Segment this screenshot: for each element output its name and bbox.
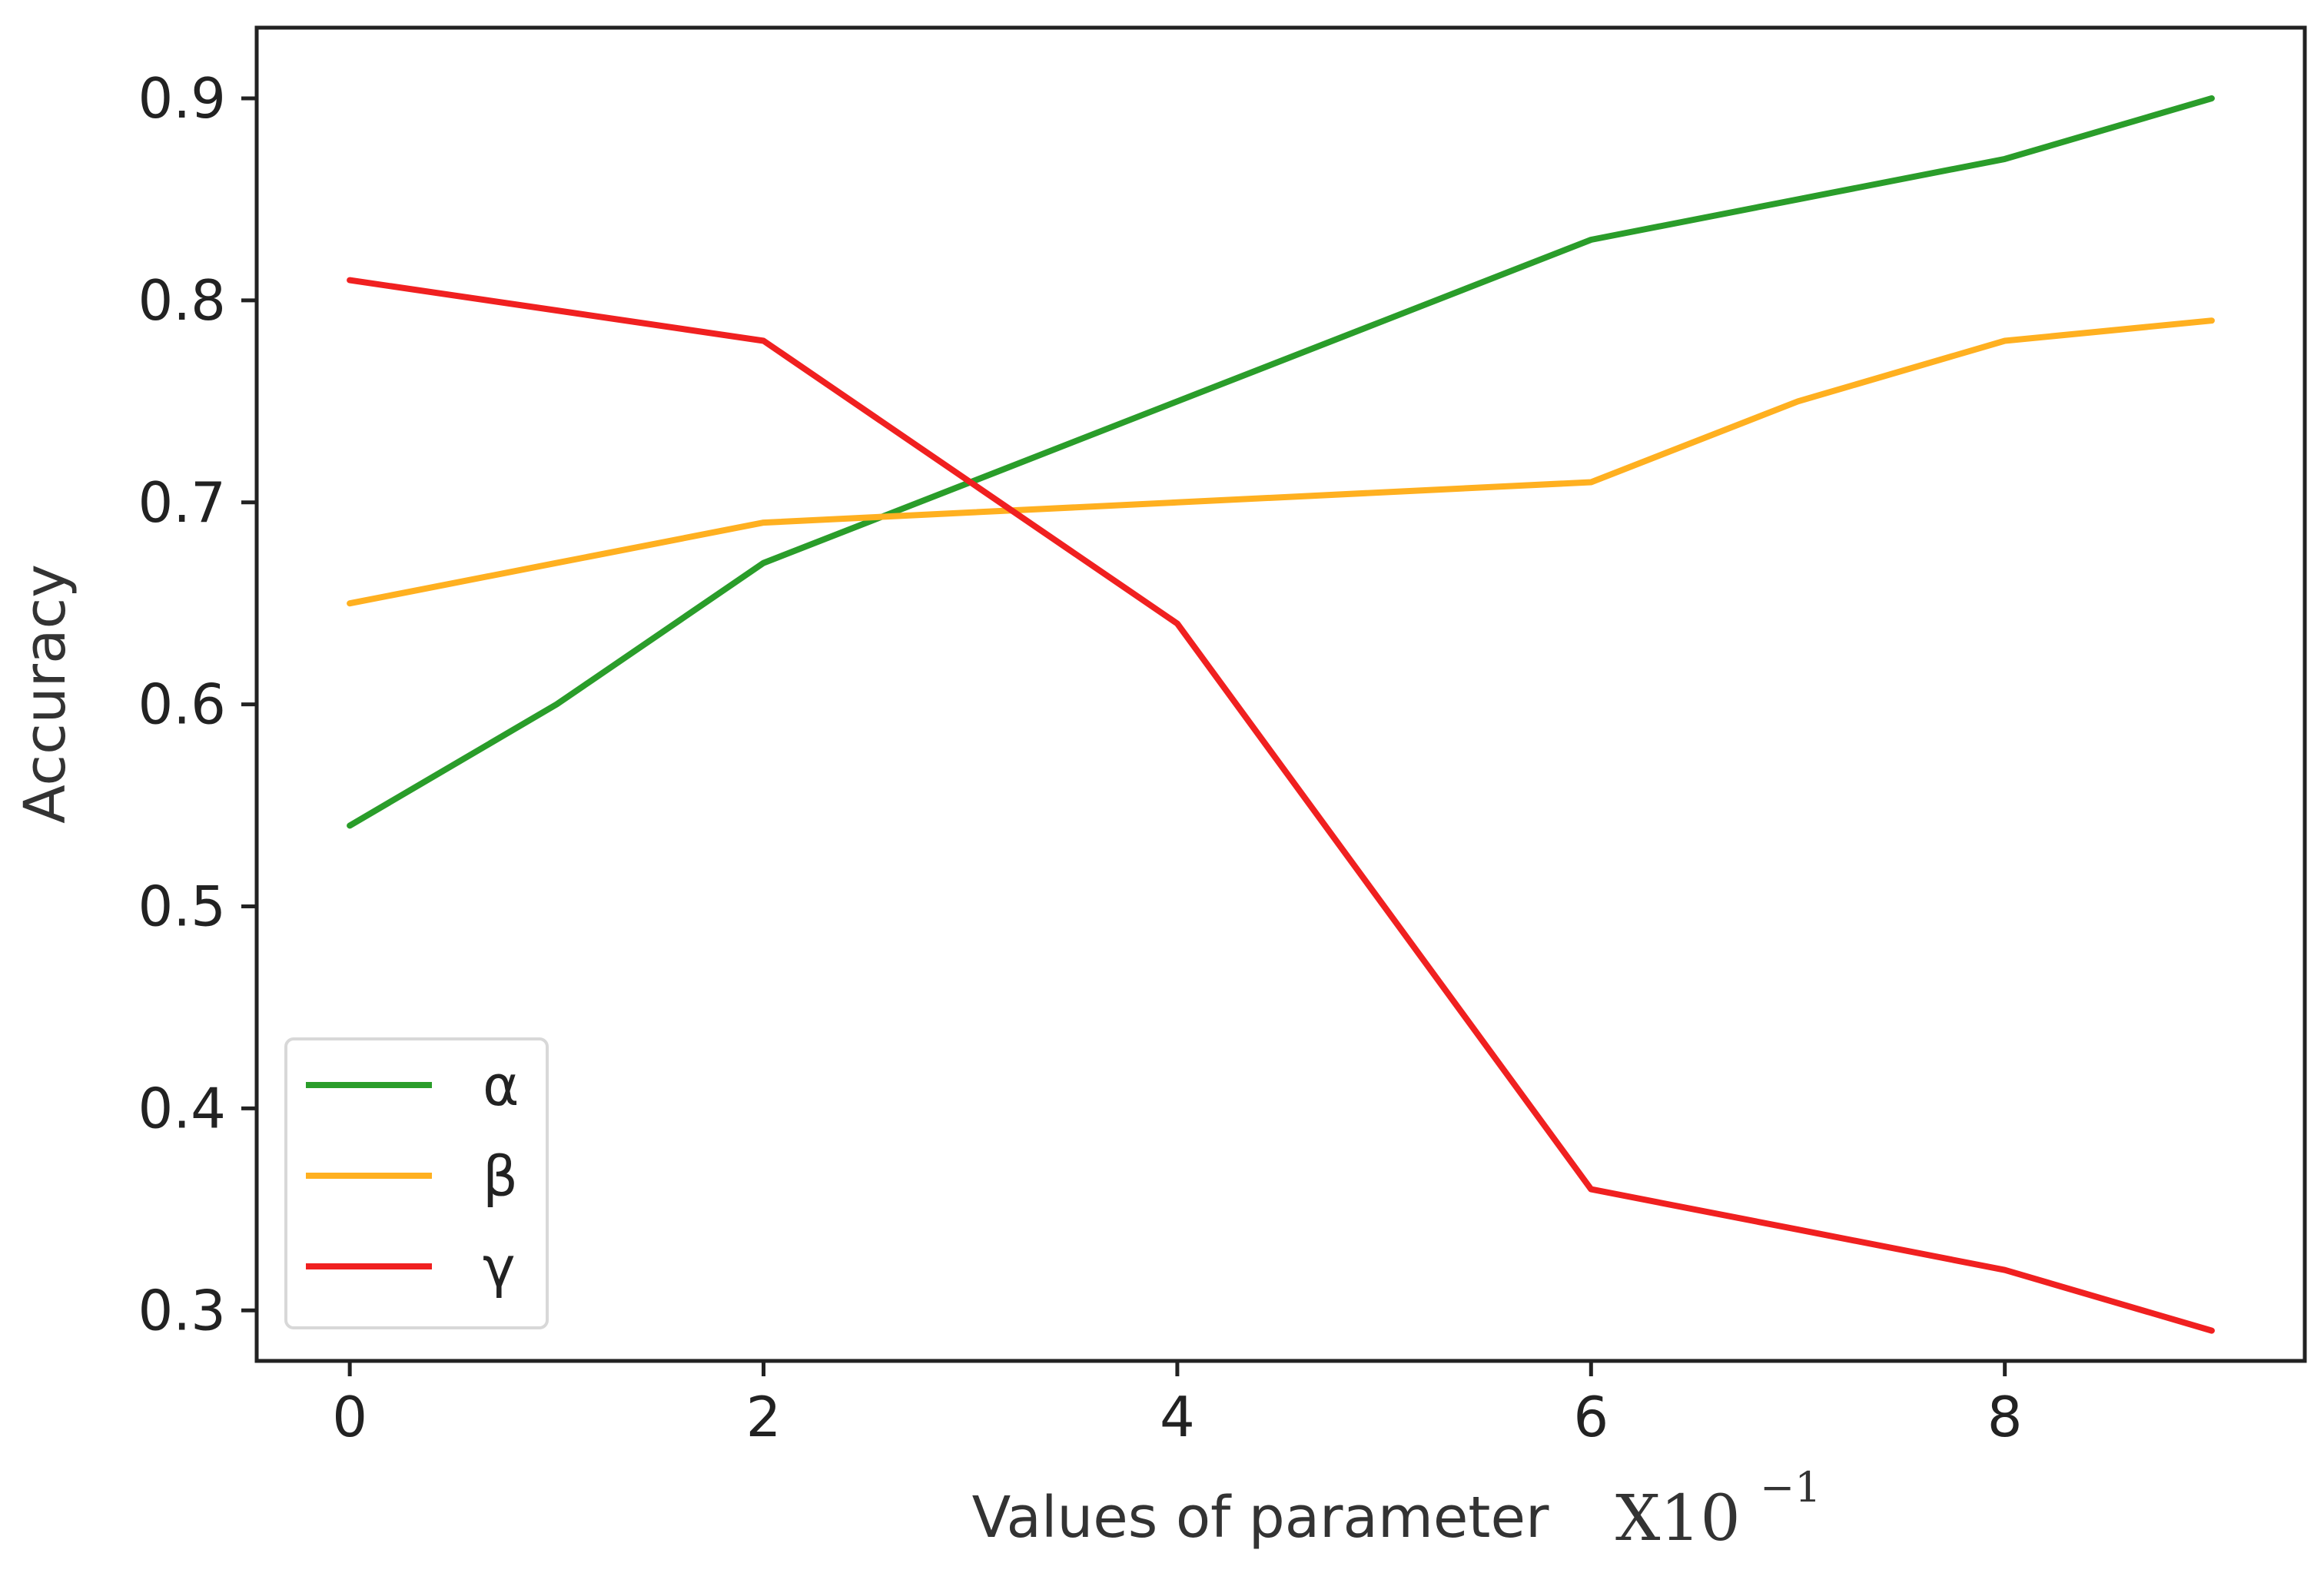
y-tick-label: 0.6 xyxy=(138,672,226,737)
y-axis-ticks: 0.3 0.4 0.5 0.6 0.7 0.8 0.9 xyxy=(138,66,257,1342)
series-beta-line xyxy=(347,317,2215,607)
legend-item-alpha: α xyxy=(483,1054,519,1118)
x-tick-label: 4 xyxy=(1160,1385,1195,1449)
legend-item-beta: β xyxy=(483,1144,518,1209)
y-tick-label: 0.3 xyxy=(138,1278,226,1342)
x-axis-exponent: −1 xyxy=(1760,1463,1821,1512)
series-alpha-line xyxy=(347,95,2215,829)
y-axis-label: Accuracy xyxy=(12,564,78,824)
y-tick-label: 0.5 xyxy=(138,874,226,939)
series-layer xyxy=(347,95,2215,1334)
y-tick-label: 0.9 xyxy=(138,66,226,131)
x-tick-label: 0 xyxy=(332,1385,367,1449)
y-tick-label: 0.4 xyxy=(138,1076,226,1140)
legend-box xyxy=(284,1037,549,1329)
x-axis-multiplier: X10 xyxy=(1615,1482,1741,1555)
x-axis-ticks: 0 2 4 6 8 xyxy=(332,1361,2023,1449)
x-tick-label: 2 xyxy=(746,1385,782,1449)
x-tick-label: 8 xyxy=(1987,1385,2023,1449)
y-tick-label: 0.7 xyxy=(138,470,226,535)
x-axis-label: Values of parameter xyxy=(972,1485,1549,1551)
legend: αβγ xyxy=(284,1037,549,1329)
series-gamma-line xyxy=(347,277,2215,1334)
y-tick-label: 0.8 xyxy=(138,268,226,333)
plot-area xyxy=(254,25,2307,1363)
x-tick-label: 6 xyxy=(1573,1385,1609,1449)
legend-item-gamma: γ xyxy=(483,1235,516,1299)
